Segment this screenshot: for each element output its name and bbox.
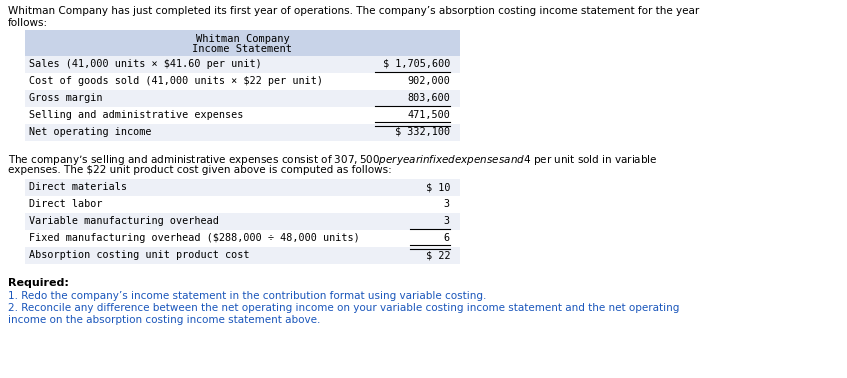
Text: Income Statement: Income Statement — [192, 44, 292, 54]
Text: 3: 3 — [444, 199, 450, 209]
FancyBboxPatch shape — [25, 107, 460, 124]
Text: Required:: Required: — [8, 278, 69, 288]
FancyBboxPatch shape — [25, 124, 460, 141]
FancyBboxPatch shape — [25, 247, 460, 264]
FancyBboxPatch shape — [25, 56, 460, 73]
Text: Selling and administrative expenses: Selling and administrative expenses — [29, 110, 243, 120]
FancyBboxPatch shape — [25, 90, 460, 107]
FancyBboxPatch shape — [25, 179, 460, 196]
Text: 1. Redo the company’s income statement in the contribution format using variable: 1. Redo the company’s income statement i… — [8, 291, 486, 301]
Text: Sales (41,000 units × $41.60 per unit): Sales (41,000 units × $41.60 per unit) — [29, 59, 262, 69]
Text: Gross margin: Gross margin — [29, 93, 102, 103]
Text: 803,600: 803,600 — [407, 93, 450, 103]
FancyBboxPatch shape — [25, 196, 460, 213]
Text: follows:: follows: — [8, 18, 48, 28]
Text: 471,500: 471,500 — [407, 110, 450, 120]
FancyBboxPatch shape — [25, 230, 460, 247]
Text: Variable manufacturing overhead: Variable manufacturing overhead — [29, 216, 219, 226]
Text: $ 10: $ 10 — [425, 182, 450, 192]
Text: 2. Reconcile any difference between the net operating income on your variable co: 2. Reconcile any difference between the … — [8, 303, 679, 313]
Text: Whitman Company has just completed its first year of operations. The company’s a: Whitman Company has just completed its f… — [8, 6, 700, 16]
Text: income on the absorption costing income statement above.: income on the absorption costing income … — [8, 315, 320, 325]
Text: Fixed manufacturing overhead ($288,000 ÷ 48,000 units): Fixed manufacturing overhead ($288,000 ÷… — [29, 233, 360, 243]
Text: Direct materials: Direct materials — [29, 182, 127, 192]
Text: Whitman Company: Whitman Company — [196, 34, 290, 44]
Text: $ 1,705,600: $ 1,705,600 — [383, 59, 450, 69]
Text: Direct labor: Direct labor — [29, 199, 102, 209]
Text: Absorption costing unit product cost: Absorption costing unit product cost — [29, 250, 250, 260]
Text: Net operating income: Net operating income — [29, 127, 152, 137]
FancyBboxPatch shape — [25, 213, 460, 230]
Text: Cost of goods sold (41,000 units × $22 per unit): Cost of goods sold (41,000 units × $22 p… — [29, 76, 323, 86]
FancyBboxPatch shape — [25, 30, 460, 56]
Text: $ 332,100: $ 332,100 — [395, 127, 450, 137]
Text: 6: 6 — [444, 233, 450, 243]
Text: $ 22: $ 22 — [425, 250, 450, 260]
FancyBboxPatch shape — [25, 73, 460, 90]
Text: 902,000: 902,000 — [407, 76, 450, 86]
Text: 3: 3 — [444, 216, 450, 226]
Text: The company’s selling and administrative expenses consist of $307,500 per year i: The company’s selling and administrative… — [8, 153, 657, 167]
Text: expenses. The $22 unit product cost given above is computed as follows:: expenses. The $22 unit product cost give… — [8, 165, 392, 175]
